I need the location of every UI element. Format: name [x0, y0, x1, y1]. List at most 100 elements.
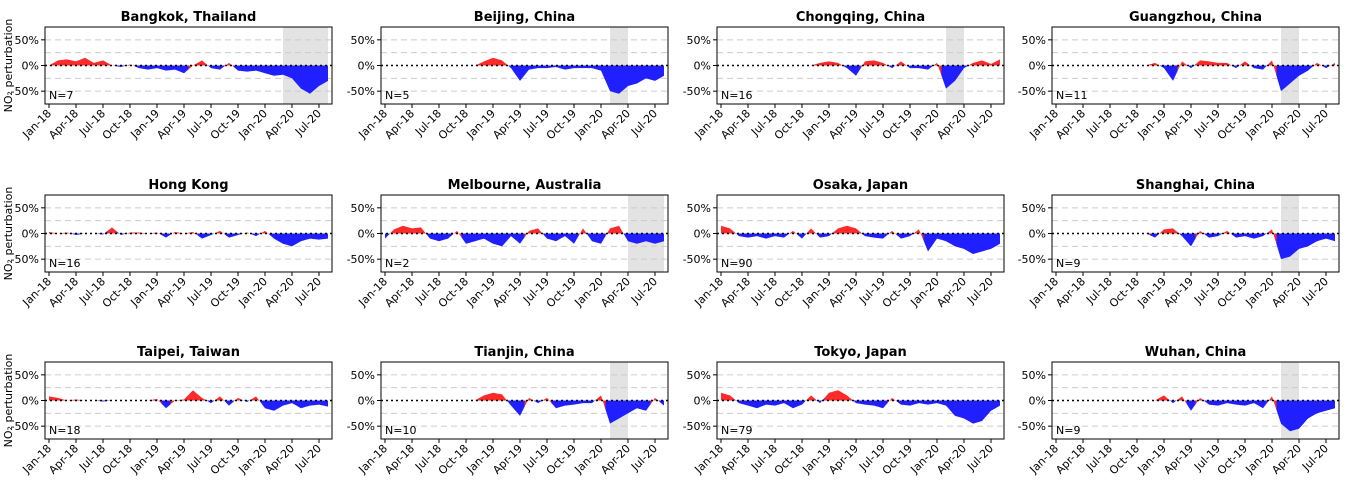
perturbation-area	[1330, 400, 1335, 410]
perturbation-area	[578, 228, 588, 237]
perturbation-area	[1186, 64, 1196, 69]
x-tick-label: Oct-18	[1107, 442, 1142, 477]
perturbation-area	[1276, 400, 1286, 428]
panel: -50%0%50%Jan-18Apr-18Jul-18Oct-18Jan-19A…	[2, 178, 333, 310]
x-tick-label: Apr-20	[262, 275, 297, 310]
perturbation-area	[1294, 65, 1304, 80]
x-tick-label: Apr-18	[46, 275, 81, 310]
perturbation-area	[524, 397, 534, 407]
perturbation-area	[968, 233, 978, 255]
perturbation-area	[278, 233, 288, 246]
x-tick-label: Jul-20	[1299, 107, 1331, 139]
x-tick-label: Jul-20	[628, 442, 660, 474]
perturbation-area	[260, 400, 270, 410]
x-tick-label: Apr-18	[46, 442, 81, 477]
perturbation-area	[833, 227, 843, 234]
y-tick-label: 0%	[358, 60, 375, 73]
y-tick-label: 0%	[358, 395, 375, 408]
perturbation-area	[497, 393, 507, 401]
y-tick-label: 0%	[22, 60, 39, 73]
perturbation-area	[1258, 232, 1268, 238]
perturbation-area	[569, 400, 579, 406]
sample-count: N=5	[385, 89, 409, 102]
perturbation-area	[1168, 228, 1178, 234]
perturbation-area	[1231, 233, 1241, 238]
panel: -50%0%50%Jan-18Apr-18Jul-18Oct-18Jan-19A…	[683, 10, 1005, 142]
perturbation-area	[641, 233, 651, 243]
x-tick-label: Oct-19	[880, 442, 915, 477]
sample-count: N=11	[1056, 89, 1087, 102]
x-tick-label: Oct-19	[880, 107, 915, 142]
perturbation-area	[725, 394, 735, 401]
x-tick-label: Apr-19	[490, 275, 525, 310]
perturbation-area	[869, 400, 879, 407]
perturbation-area	[161, 65, 171, 71]
perturbation-area	[734, 232, 744, 237]
perturbation-area	[959, 65, 969, 75]
perturbation-area	[1303, 65, 1313, 74]
perturbation-area	[260, 65, 270, 75]
y-tick-label: 0%	[694, 228, 711, 241]
perturbation-area	[296, 65, 306, 92]
perturbation-area	[488, 233, 498, 246]
perturbation-area	[1285, 400, 1295, 432]
perturbation-area	[721, 225, 726, 234]
sample-count: N=10	[385, 424, 416, 437]
x-tick-label: Apr-19	[1161, 442, 1196, 477]
sample-count: N=7	[49, 89, 73, 102]
perturbation-area	[650, 65, 660, 81]
y-tick-label: -50%	[347, 253, 375, 266]
y-tick-label: 50%	[15, 369, 39, 382]
panel: -50%0%50%Jan-18Apr-18Jul-18Oct-18Jan-19A…	[1018, 178, 1340, 310]
perturbation-area	[779, 233, 789, 238]
perturbation-area	[224, 233, 234, 238]
perturbation-area	[62, 59, 72, 66]
x-tick-label: Apr-20	[598, 275, 633, 310]
perturbation-area	[143, 65, 153, 70]
y-tick-label: -50%	[347, 420, 375, 433]
x-tick-label: Jul-20	[292, 107, 324, 139]
x-tick-label: Apr-18	[382, 442, 417, 477]
perturbation-area	[560, 65, 570, 70]
y-tick-label: 0%	[694, 395, 711, 408]
perturbation-area	[542, 65, 552, 69]
perturbation-area	[80, 399, 90, 401]
x-tick-label: Apr-20	[934, 275, 969, 310]
x-tick-label: Oct-19	[208, 107, 243, 142]
perturbation-area	[725, 227, 735, 234]
x-tick-label: Oct-18	[1107, 107, 1142, 142]
perturbation-area	[659, 400, 664, 406]
panel: -50%0%50%Jan-18Apr-18Jul-18Oct-18Jan-19A…	[347, 178, 669, 310]
perturbation-area	[497, 59, 507, 66]
x-tick-label: Apr-20	[262, 107, 297, 142]
perturbation-area	[98, 60, 108, 66]
perturbation-area	[941, 233, 951, 244]
perturbation-area	[605, 65, 615, 93]
perturbation-area	[959, 233, 969, 252]
x-tick-label: Apr-18	[1053, 107, 1088, 142]
perturbation-area	[269, 65, 279, 76]
perturbation-area	[1213, 62, 1223, 66]
perturbation-area	[287, 400, 297, 406]
perturbation-area	[506, 64, 516, 75]
panel: -50%0%50%Jan-18Apr-18Jul-18Oct-18Jan-19A…	[1018, 345, 1340, 477]
x-tick-label: Jul-20	[628, 107, 660, 139]
x-tick-label: Oct-18	[436, 442, 471, 477]
perturbation-area	[959, 400, 969, 422]
perturbation-area	[878, 233, 888, 239]
perturbation-area	[452, 230, 462, 238]
perturbation-area	[977, 60, 987, 66]
perturbation-area	[887, 64, 897, 69]
x-tick-label: Apr-19	[1161, 275, 1196, 310]
perturbation-area	[842, 392, 852, 401]
perturbation-area	[995, 59, 1000, 66]
panel-title: Osaka, Japan	[813, 178, 908, 193]
perturbation-area	[389, 227, 399, 235]
perturbation-area	[206, 64, 216, 69]
perturbation-area	[770, 400, 780, 406]
y-tick-label: -50%	[11, 85, 39, 98]
perturbation-area	[752, 400, 762, 409]
x-tick-label: Oct-18	[1107, 275, 1142, 310]
perturbation-area	[779, 400, 789, 406]
perturbation-area	[506, 233, 516, 242]
